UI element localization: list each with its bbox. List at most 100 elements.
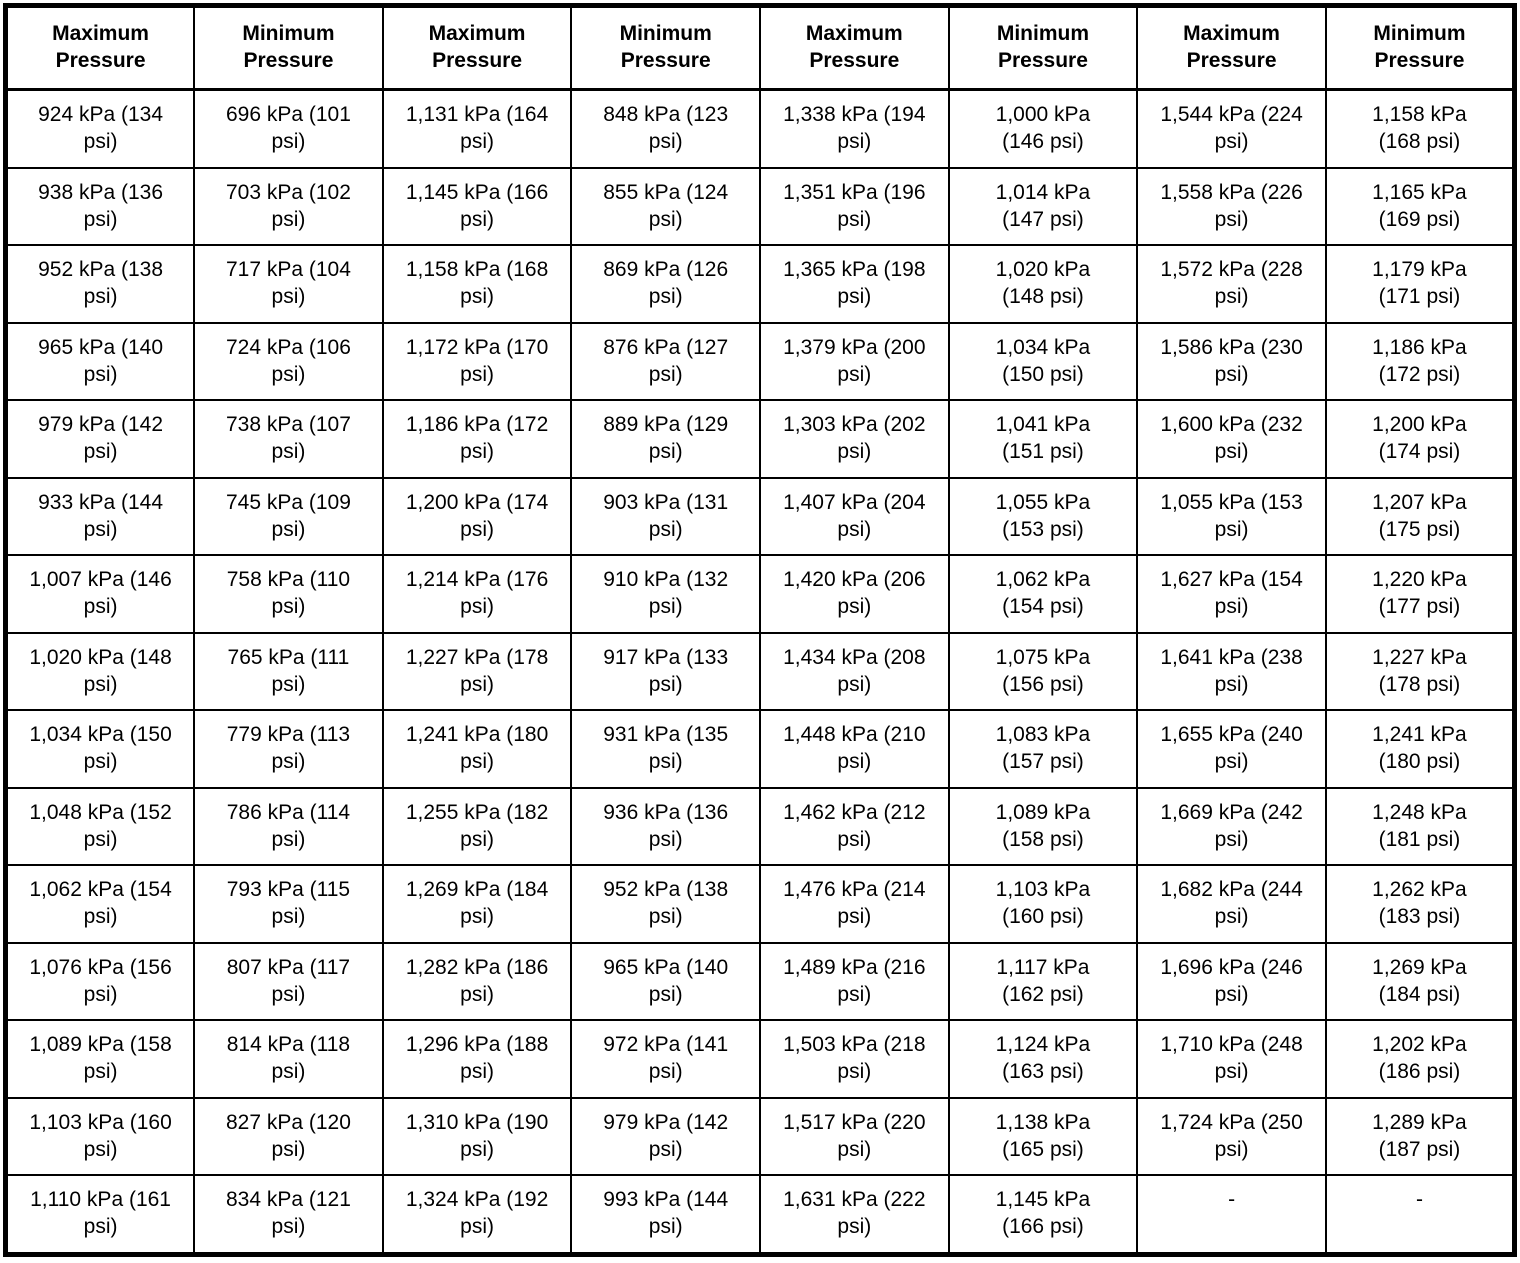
header-cell: Minimum Pressure: [1324, 4, 1516, 91]
table-cell: 807 kPa (117 psi): [193, 941, 384, 1022]
header-cell: Maximum Pressure: [4, 4, 196, 91]
table-row: 1,076 kPa (156 psi) 807 kPa (117 psi) 1,28…: [4, 941, 1516, 1022]
table-cell: 1,103 kPa (160 psi): [4, 1096, 196, 1177]
table-row: 933 kPa (144 psi) 745 kPa (109 psi) 1,200 …: [4, 476, 1516, 557]
table-cell: 952 kPa (138 psi): [4, 244, 196, 324]
table-cell: 1,489 kPa (216 psi): [759, 941, 950, 1022]
table-cell: 1,241 kPa (180 psi): [1324, 709, 1516, 789]
table-cell: 1,310 kPa (190 psi): [381, 1096, 573, 1177]
table-row: 1,110 kPa (161 psi) 834 kPa (121 psi) 1,32…: [4, 1174, 1516, 1256]
table-cell: 1,503 kPa (218 psi): [759, 1019, 950, 1099]
table-cell: -: [1324, 1174, 1516, 1256]
table-row: 1,020 kPa (148 psi) 765 kPa (111 psi) 1,22…: [4, 631, 1516, 712]
table-cell: 814 kPa (118 psi): [193, 1019, 384, 1099]
table-cell: 1,407 kPa (204 psi): [759, 476, 950, 557]
table-cell: 1,207 kPa (175 psi): [1324, 476, 1516, 557]
table-cell: 1,696 kPa (246 psi): [1136, 941, 1327, 1022]
header-cell: Maximum Pressure: [1136, 4, 1327, 91]
table-cell: 765 kPa (111 psi): [193, 631, 384, 712]
table-cell: 936 kPa (136 psi): [570, 786, 761, 867]
table-cell: 952 kPa (138 psi): [570, 864, 761, 944]
table-cell: 1,089 kPa (158 psi): [4, 1019, 196, 1099]
header-cell: Maximum Pressure: [759, 4, 950, 91]
table-cell: 1,462 kPa (212 psi): [759, 786, 950, 867]
table-cell: 1,324 kPa (192 psi): [381, 1174, 573, 1256]
table-cell: 1,710 kPa (248 psi): [1136, 1019, 1327, 1099]
table-cell: 1,007 kPa (146 psi): [4, 554, 196, 634]
table-cell: 1,682 kPa (244 psi): [1136, 864, 1327, 944]
table-cell: -: [1136, 1174, 1327, 1256]
table-cell: 1,214 kPa (176 psi): [381, 554, 573, 634]
table-cell: 1,227 kPa (178 psi): [381, 631, 573, 712]
table-row: 965 kPa (140 psi) 724 kPa (106 psi) 1,172 …: [4, 321, 1516, 402]
table-cell: 1,158 kPa (168 psi): [381, 244, 573, 324]
table-cell: 1,145 kPa (166 psi): [381, 166, 573, 247]
table-cell: 1,186 kPa (172 psi): [381, 399, 573, 479]
table-cell: 1,131 kPa (164 psi): [381, 88, 573, 169]
table-cell: 1,586 kPa (230 psi): [1136, 321, 1327, 402]
table-cell: 931 kPa (135 psi): [570, 709, 761, 789]
table-cell: 1,303 kPa (202 psi): [759, 399, 950, 479]
table-cell: 779 kPa (113 psi): [193, 709, 384, 789]
table-cell: 889 kPa (129 psi): [570, 399, 761, 479]
table-cell: 1,220 kPa (177 psi): [1324, 554, 1516, 634]
table-cell: 1,572 kPa (228 psi): [1136, 244, 1327, 324]
table-cell: 1,172 kPa (170 psi): [381, 321, 573, 402]
table-row: 952 kPa (138 psi) 717 kPa (104 psi) 1,158 …: [4, 244, 1516, 324]
table-cell: 834 kPa (121 psi): [193, 1174, 384, 1256]
pressure-table: Maximum Pressure Minimum Pressure Maximum …: [3, 3, 1517, 1257]
table-cell: 1,075 kPa (156 psi): [947, 631, 1139, 712]
table-cell: 993 kPa (144 psi): [570, 1174, 761, 1256]
table-cell: 855 kPa (124 psi): [570, 166, 761, 247]
table-cell: 1,165 kPa (169 psi): [1324, 166, 1516, 247]
page: Maximum Pressure Minimum Pressure Maximum …: [0, 3, 1520, 1263]
table-cell: 1,544 kPa (224 psi): [1136, 88, 1327, 169]
table-cell: 1,255 kPa (182 psi): [381, 786, 573, 867]
table-cell: 979 kPa (142 psi): [4, 399, 196, 479]
table-cell: 1,055 kPa (153 psi): [1136, 476, 1327, 557]
table-cell: 1,034 kPa (150 psi): [4, 709, 196, 789]
table-cell: 1,020 kPa (148 psi): [947, 244, 1139, 324]
header-row: Maximum Pressure Minimum Pressure Maximum …: [4, 4, 1516, 91]
table-cell: 848 kPa (123 psi): [570, 88, 761, 169]
table-cell: 1,202 kPa (186 psi): [1324, 1019, 1516, 1099]
header-cell: Minimum Pressure: [570, 4, 761, 91]
table-cell: 1,631 kPa (222 psi): [759, 1174, 950, 1256]
table-cell: 1,062 kPa (154 psi): [4, 864, 196, 944]
table-cell: 876 kPa (127 psi): [570, 321, 761, 402]
table-cell: 1,241 kPa (180 psi): [381, 709, 573, 789]
table-cell: 793 kPa (115 psi): [193, 864, 384, 944]
table-cell: 1,365 kPa (198 psi): [759, 244, 950, 324]
table-cell: 1,138 kPa (165 psi): [947, 1096, 1139, 1177]
table-cell: 1,110 kPa (161 psi): [4, 1174, 196, 1256]
table-cell: 938 kPa (136 psi): [4, 166, 196, 247]
table-cell: 827 kPa (120 psi): [193, 1096, 384, 1177]
table-cell: 1,282 kPa (186 psi): [381, 941, 573, 1022]
table-cell: 1,124 kPa (163 psi): [947, 1019, 1139, 1099]
table-cell: 1,020 kPa (148 psi): [4, 631, 196, 712]
table-cell: 1,158 kPa (168 psi): [1324, 88, 1516, 169]
table-cell: 1,055 kPa (153 psi): [947, 476, 1139, 557]
table-cell: 903 kPa (131 psi): [570, 476, 761, 557]
table-cell: 1,724 kPa (250 psi): [1136, 1096, 1327, 1177]
table-cell: 910 kPa (132 psi): [570, 554, 761, 634]
table-row: 938 kPa (136 psi) 703 kPa (102 psi) 1,145 …: [4, 166, 1516, 247]
table-cell: 1,448 kPa (210 psi): [759, 709, 950, 789]
pressure-table-body: 924 kPa (134 psi) 696 kPa (101 psi) 1,131 …: [4, 88, 1516, 1256]
header-cell: Minimum Pressure: [193, 4, 384, 91]
table-cell: 1,145 kPa (166 psi): [947, 1174, 1139, 1256]
table-cell: 758 kPa (110 psi): [193, 554, 384, 634]
table-cell: 917 kPa (133 psi): [570, 631, 761, 712]
table-row: 1,103 kPa (160 psi) 827 kPa (120 psi) 1,31…: [4, 1096, 1516, 1177]
table-cell: 1,062 kPa (154 psi): [947, 554, 1139, 634]
table-cell: 1,000 kPa (146 psi): [947, 88, 1139, 169]
table-cell: 965 kPa (140 psi): [4, 321, 196, 402]
table-cell: 703 kPa (102 psi): [193, 166, 384, 247]
table-cell: 1,076 kPa (156 psi): [4, 941, 196, 1022]
table-cell: 738 kPa (107 psi): [193, 399, 384, 479]
table-cell: 724 kPa (106 psi): [193, 321, 384, 402]
table-cell: 1,179 kPa (171 psi): [1324, 244, 1516, 324]
table-cell: 786 kPa (114 psi): [193, 786, 384, 867]
table-cell: 1,558 kPa (226 psi): [1136, 166, 1327, 247]
table-row: 924 kPa (134 psi) 696 kPa (101 psi) 1,131 …: [4, 88, 1516, 169]
